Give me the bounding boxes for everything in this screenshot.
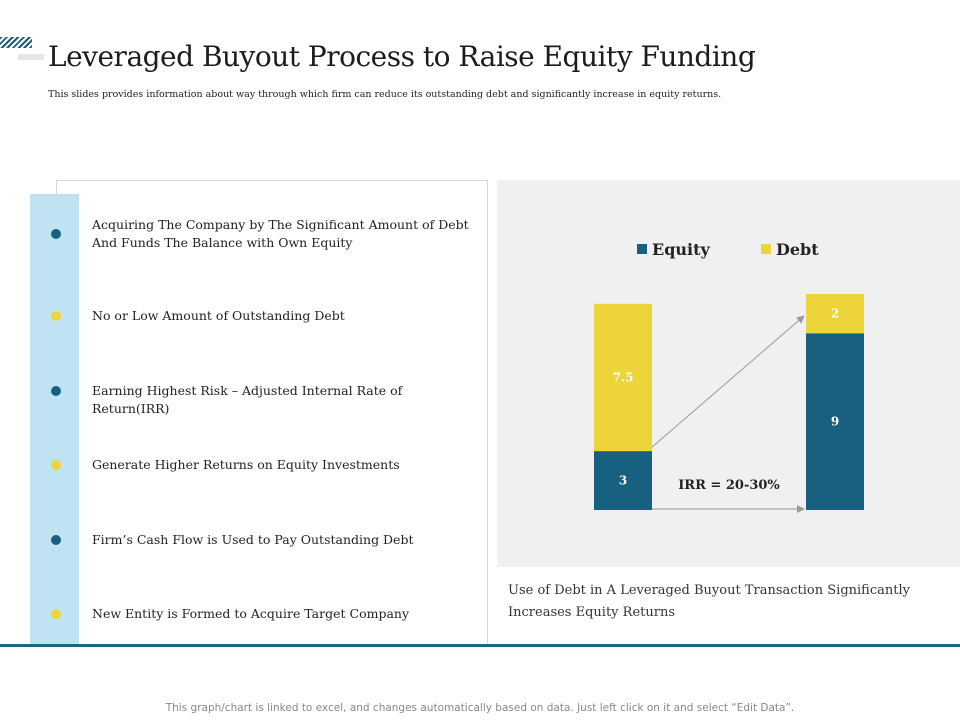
point-text: Firm’s Cash Flow is Used to Pay Outstand… [92,532,414,547]
point-text: Earning Highest Risk – Adjusted Internal… [92,383,403,416]
legend-label-equity: Equity [652,240,710,259]
data-label: 9 [831,415,839,429]
data-label: 3 [619,474,627,488]
page-subtitle: This slides provides information about w… [48,89,722,100]
bottom-divider [0,644,960,647]
legend-label-debt: Debt [776,240,819,259]
bullet-strip [30,194,79,645]
irr-annotation: IRR = 20-30% [678,478,780,493]
point-text: New Entity is Formed to Acquire Target C… [92,606,410,621]
legend-swatch-debt [761,244,771,254]
bullet-dot [51,535,61,545]
chart-caption: Use of Debt in A Leveraged Buyout Transa… [508,583,910,620]
chart-panel[interactable]: 3 7.5 9 2 IRR = 20-30% Equity Debt [497,180,960,567]
bullet-dot [51,311,61,321]
bullet-dot [51,386,61,396]
bullet-dot [51,229,61,239]
growth-arrow [651,315,805,448]
stacked-bar-chart[interactable]: 3 7.5 9 2 IRR = 20-30% Equity Debt [497,180,960,567]
point-text: No or Low Amount of Outstanding Debt [92,308,345,323]
footer-note: This graph/chart is linked to excel, and… [165,702,795,714]
legend-swatch-equity [637,244,647,254]
corner-bar-decoration [18,54,44,60]
bar-debt [806,294,864,334]
bar-equity [594,451,652,510]
bullet-dot [51,609,61,619]
data-label: 2 [831,307,839,321]
corner-stripes-decoration [0,37,32,48]
bullet-dot [51,460,61,470]
point-text: Acquiring The Company by The Significant… [92,217,469,250]
bar-equity [806,333,864,510]
bar-debt [594,303,652,452]
points-panel [56,180,488,645]
point-text: Generate Higher Returns on Equity Invest… [92,457,400,472]
page-title: Leveraged Buyout Process to Raise Equity… [48,40,756,73]
data-label: 7.5 [613,370,634,384]
